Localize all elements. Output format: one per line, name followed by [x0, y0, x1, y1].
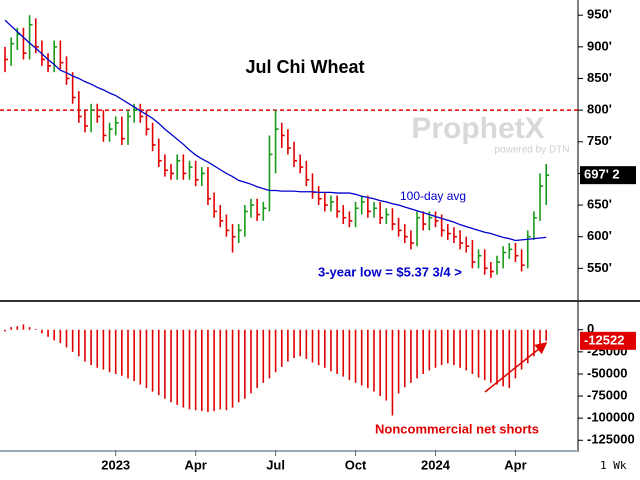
x-tick-label: 2024 — [421, 457, 451, 472]
interval-label: 1 Wk — [600, 459, 627, 472]
cot-annotation: Noncommercial net shorts — [375, 421, 539, 436]
last-value-label: -12522 — [584, 332, 624, 347]
y-tick-label: 800' — [587, 102, 612, 117]
x-tick-label: Apr — [184, 457, 206, 472]
watermark-tagline: powered by DTN — [494, 145, 569, 156]
x-tick-label: Apr — [504, 457, 526, 472]
moving-average — [4, 19, 547, 242]
average-label: 100-day avg — [400, 189, 466, 203]
y-tick-label: -75000 — [587, 388, 627, 403]
y-tick-label: 600' — [587, 228, 612, 243]
low-annotation: 3-year low = $5.37 3/4 > — [318, 264, 462, 279]
y-tick-label: 850' — [587, 70, 612, 85]
chart-title: Jul Chi Wheat — [245, 57, 364, 77]
last-value-box — [580, 331, 636, 350]
y-tick-label: 0 — [587, 321, 594, 336]
y-tick-label: 550' — [587, 260, 612, 275]
y-tick-label: 650' — [587, 197, 612, 212]
y-tick-label: -125000 — [587, 432, 635, 447]
x-tick-label: 2023 — [101, 457, 130, 472]
x-tick-label: Jul — [266, 457, 285, 472]
y-tick-label: 750' — [587, 133, 612, 148]
last-price-box — [580, 166, 636, 185]
y-tick-label: 950' — [587, 7, 612, 22]
y-tick-label: -50000 — [587, 365, 627, 380]
last-price-label: 697' 2 — [584, 167, 620, 182]
x-tick-label: Oct — [345, 457, 367, 472]
y-tick-label: -100000 — [587, 410, 635, 425]
y-tick-label: 900' — [587, 38, 612, 53]
watermark-brand: ProphetX — [411, 112, 544, 145]
